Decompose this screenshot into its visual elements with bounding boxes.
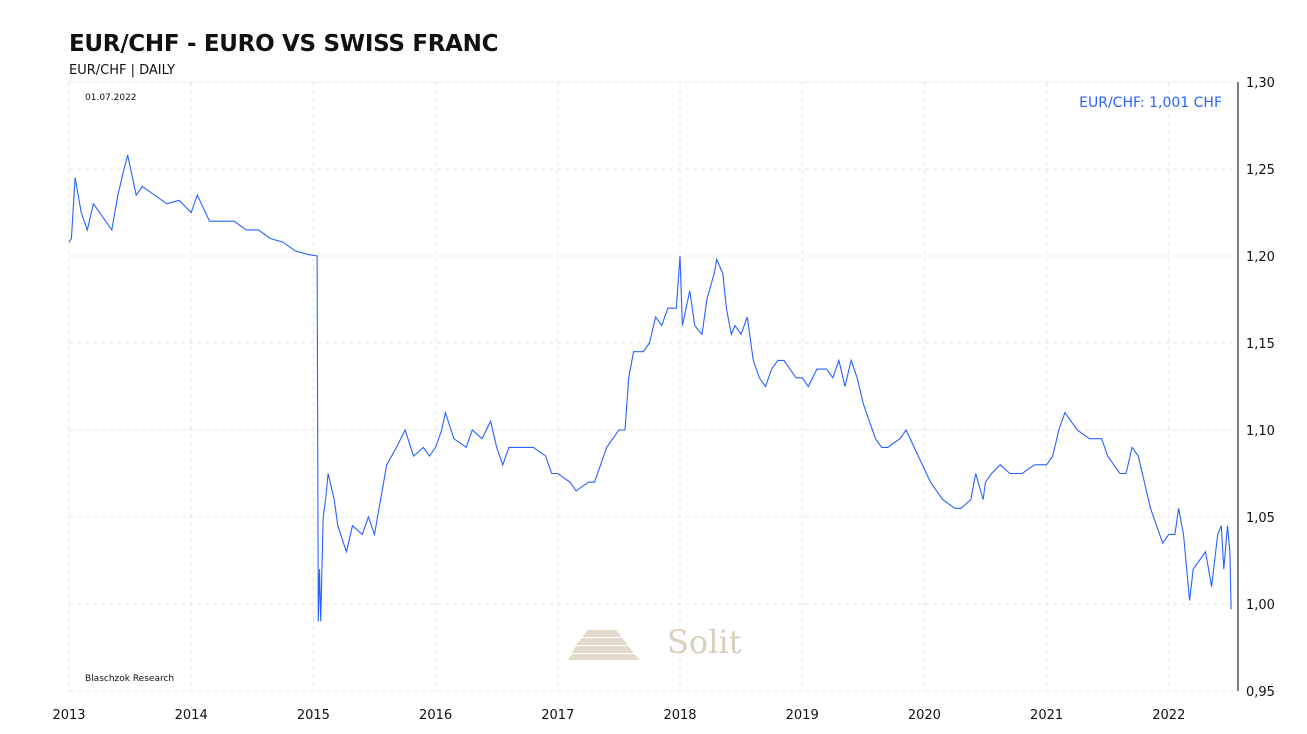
x-tick-label: 2014 — [175, 708, 208, 723]
x-tick-label: 2019 — [786, 708, 819, 723]
y-tick-label: 0,95 — [1246, 685, 1275, 700]
y-tick-label: 1,00 — [1246, 598, 1275, 613]
x-tick-label: 2013 — [52, 708, 85, 723]
source-label: Blaschzok Research — [85, 674, 174, 684]
x-tick-label: 2015 — [297, 708, 330, 723]
y-tick-label: 1,10 — [1246, 424, 1275, 439]
x-tick-label: 2017 — [541, 708, 574, 723]
y-tick-label: 1,05 — [1246, 511, 1275, 526]
x-tick-label: 2021 — [1030, 708, 1063, 723]
y-tick-label: 1,30 — [1246, 76, 1275, 91]
y-tick-label: 1,15 — [1246, 337, 1275, 352]
chart-subtitle: EUR/CHF | DAILY — [69, 63, 176, 78]
x-tick-label: 2020 — [908, 708, 941, 723]
series-line-eurchf — [68, 154, 1232, 622]
page-title: EUR/CHF - EURO VS SWISS FRANC — [69, 31, 499, 57]
watermark-text: Solit — [667, 623, 742, 661]
x-tick-label: 2016 — [419, 708, 452, 723]
watermark-logo-icon — [568, 630, 640, 660]
y-tick-label: 1,25 — [1246, 163, 1275, 178]
y-tick-label: 1,20 — [1246, 250, 1275, 265]
price-annotation: EUR/CHF: 1,001 CHF — [1079, 95, 1222, 111]
grid — [68, 81, 1238, 692]
date-label: 01.07.2022 — [85, 93, 137, 103]
x-tick-label: 2018 — [663, 708, 696, 723]
x-tick-label: 2022 — [1152, 708, 1185, 723]
